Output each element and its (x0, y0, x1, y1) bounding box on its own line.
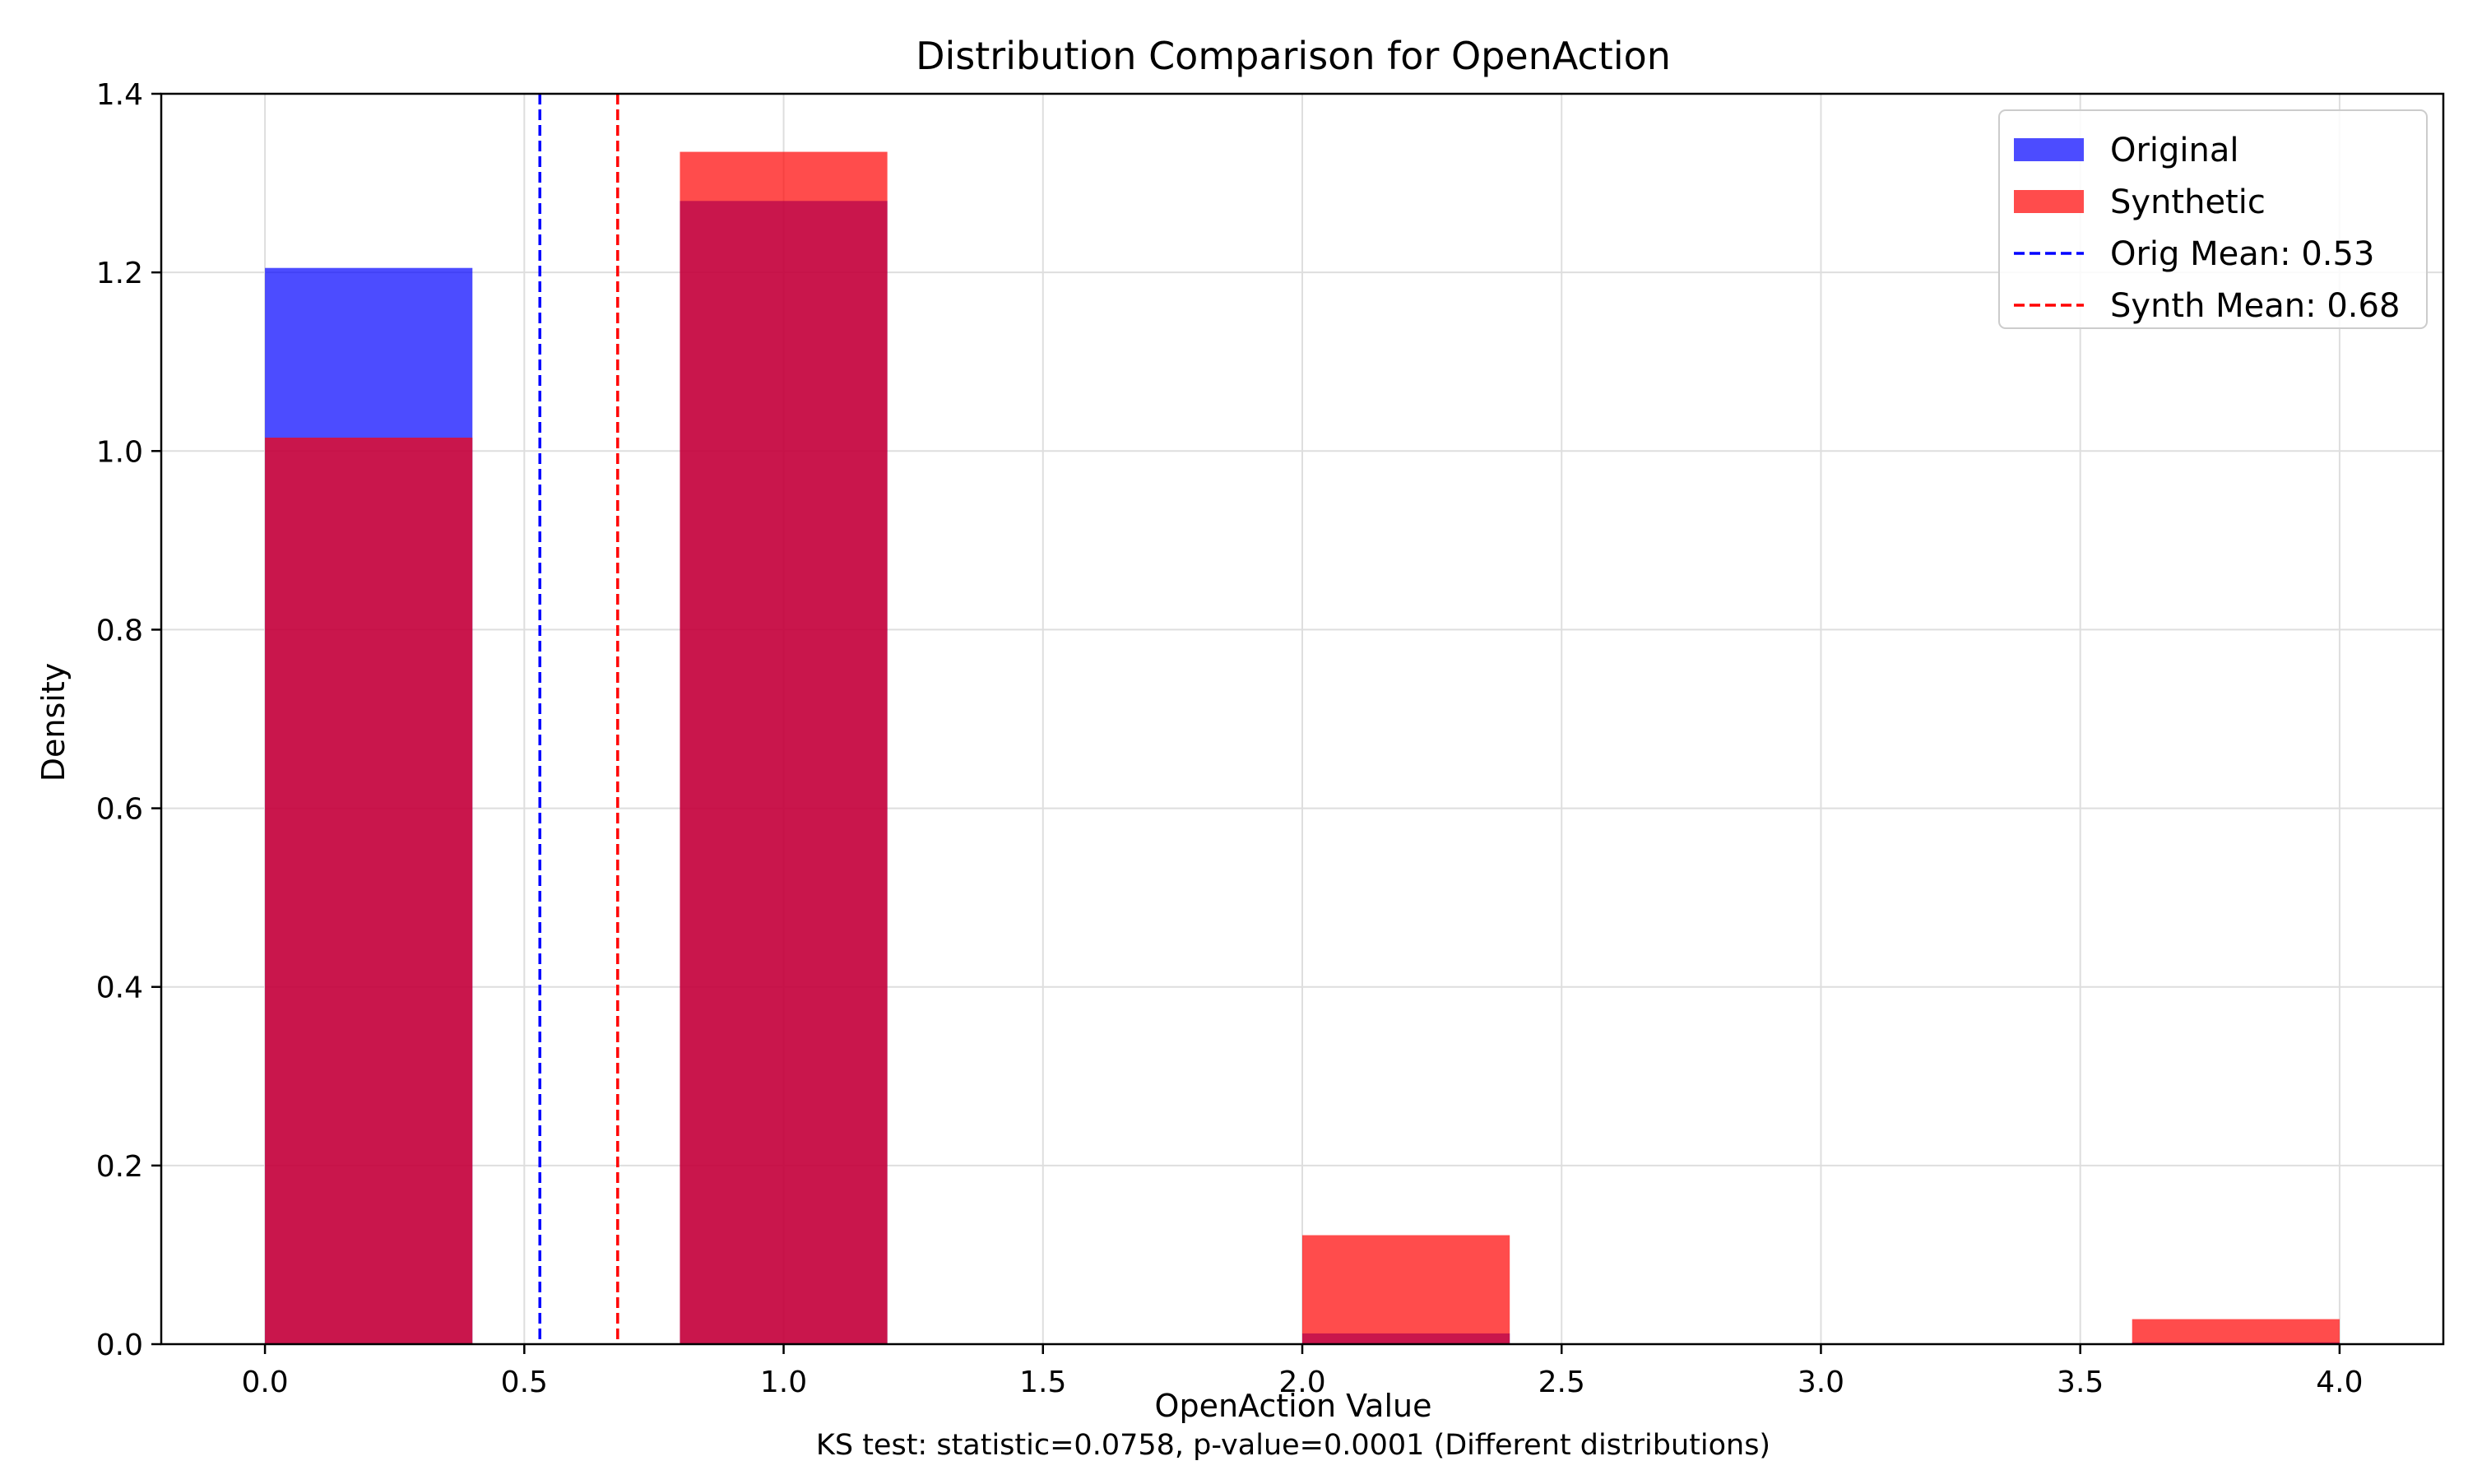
x-tick-label: 0.0 (241, 1366, 288, 1399)
synthetic-bar (2132, 1319, 2340, 1344)
mean-lines-layer (538, 94, 619, 1344)
x-tick-label: 3.5 (2057, 1366, 2104, 1399)
y-tick-label: 0.2 (96, 1150, 143, 1184)
x-tick-label: 0.5 (501, 1366, 548, 1399)
y-tick-label: 1.2 (96, 257, 143, 290)
synthetic-bar (680, 151, 888, 1345)
x-tick-label: 2.0 (1278, 1366, 1325, 1399)
x-tick-label: 2.5 (1538, 1366, 1585, 1399)
y-tick-label: 1.4 (96, 78, 143, 112)
y-axis-label: Density (35, 663, 72, 781)
legend-box (1998, 109, 2428, 329)
legend-swatch-original (2014, 138, 2084, 161)
synthetic-bar (265, 438, 473, 1344)
x-tick-label: 1.0 (760, 1366, 807, 1399)
y-tick-label: 0.0 (96, 1329, 143, 1362)
ticks-layer: 0.0 0.5 1.0 1.5 2.0 2.5 3.0 3.5 4.0 0.0 0.2 0.4 0.6 0… (96, 78, 2364, 1399)
legend-label: Synthetic (2110, 183, 2266, 221)
x-tick-label: 4.0 (2316, 1366, 2363, 1399)
y-tick-label: 0.6 (96, 793, 143, 827)
legend-swatch-synthetic (2014, 190, 2084, 213)
chart-title: Distribution Comparison for OpenAction (916, 34, 1671, 78)
y-tick-label: 0.4 (96, 972, 143, 1005)
x-tick-label: 1.5 (1019, 1366, 1066, 1399)
ks-test-footnote: KS test: statistic=0.0758, p-value=0.000… (816, 1429, 1770, 1462)
synthetic-bar (1302, 1235, 1510, 1344)
x-axis-label: OpenAction Value (1155, 1388, 1432, 1424)
legend-label: Orig Mean: 0.53 (2110, 235, 2374, 273)
legend-label: Original (2110, 132, 2239, 169)
bars-layer (265, 151, 2340, 1345)
y-tick-label: 1.0 (96, 435, 143, 469)
legend-label: Synth Mean: 0.68 (2110, 287, 2400, 325)
y-tick-label: 0.8 (96, 614, 143, 647)
x-tick-label: 3.0 (1798, 1366, 1844, 1399)
legend: Original Synthetic Orig Mean: 0.53 Synth Me… (1998, 109, 2428, 329)
